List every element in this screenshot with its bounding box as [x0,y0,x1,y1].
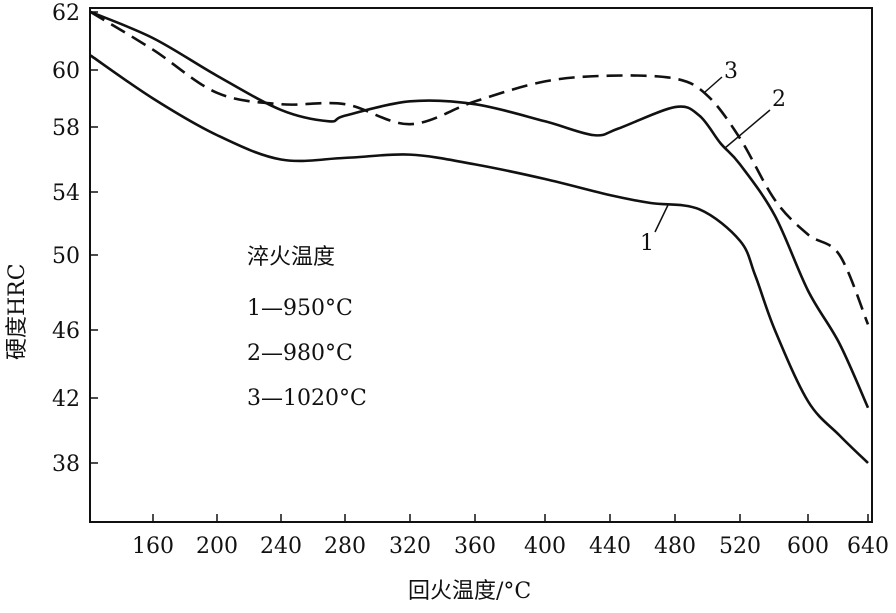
x-tick-label: 440 [589,534,631,559]
curve-label-3: 3 [724,59,738,84]
legend-entry-3: 3—1020°C [247,386,367,411]
y-tick-label: 38 [52,452,80,477]
x-tick-label: 200 [196,534,238,559]
x-tick-label: 240 [260,534,302,559]
x-tick-label: 280 [324,534,366,559]
x-tick-label: 640 [847,534,889,559]
y-tick-label: 54 [52,181,80,206]
series-line-2 [90,10,870,409]
x-axis-label: 回火温度/°C [408,579,531,604]
curve-label-1: 1 [640,231,654,256]
x-tick-label: 320 [389,534,431,559]
y-tick-label: 46 [52,319,80,344]
leader-line-3 [704,76,723,93]
y-tick-label: 62 [52,1,80,26]
x-tick-label: 480 [654,534,696,559]
y-axis-label: 硬度HRC [5,263,30,360]
curve-label-2: 2 [772,87,786,112]
y-tick-label: 58 [52,116,80,141]
x-tick-label: 160 [132,534,174,559]
leader-line-2 [724,109,771,149]
legend-title: 淬火温度 [247,245,335,270]
plot-frame [89,7,873,523]
leader-line-1 [654,204,669,233]
x-tick-label: 520 [719,534,761,559]
x-tick-label: 600 [787,534,829,559]
y-tick-label: 42 [52,387,80,412]
series-line-3 [89,10,870,325]
legend-entry-1: 1—950°C [247,296,353,321]
y-tick-label: 60 [52,59,80,84]
x-tick-label: 360 [454,534,496,559]
series-line-1 [89,54,869,464]
y-tick-label: 50 [52,244,80,269]
legend-entry-2: 2—980°C [247,341,353,366]
x-tick-label: 400 [524,534,566,559]
